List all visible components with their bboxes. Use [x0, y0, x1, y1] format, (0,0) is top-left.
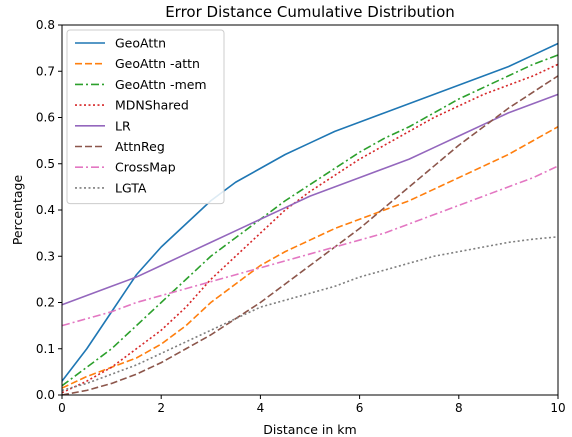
x-tick-label: 4	[257, 401, 265, 415]
series-line-8	[61, 236, 559, 392]
series-line-2	[61, 126, 559, 389]
x-tick-label: 2	[157, 401, 165, 415]
legend-label: GeoAttn -mem	[115, 77, 207, 92]
legend-label: GeoAttn -attn	[115, 56, 200, 71]
legend-box	[66, 29, 225, 205]
y-axis-label: Percentage	[10, 175, 25, 246]
series-line-5	[61, 93, 559, 306]
legend-label: LR	[115, 118, 131, 133]
y-tick-label: 0.4	[36, 203, 55, 217]
series-line-3	[61, 54, 559, 387]
legend-label: MDNShared	[115, 98, 189, 113]
legend: GeoAttn GeoAttn -attn GeoAttn -mem MDNShare…	[66, 29, 225, 205]
series-line-4	[61, 63, 559, 394]
x-axis-label: Distance in km	[263, 422, 356, 437]
legend-label: GeoAttn	[115, 36, 166, 51]
series-line-7	[61, 165, 559, 327]
series-layer	[61, 42, 559, 396]
x-axis: 0 2 4 6 8 10	[58, 395, 566, 415]
y-tick-label: 0.5	[36, 157, 55, 171]
legend-label: CrossMap	[115, 160, 176, 175]
y-tick-label: 0.3	[36, 249, 55, 263]
legend-label: LGTA	[115, 180, 147, 195]
y-tick-label: 0.1	[36, 342, 55, 356]
legend-label: AttnReg	[115, 139, 165, 154]
y-tick-label: 0.6	[36, 111, 55, 125]
x-tick-label: 6	[356, 401, 364, 415]
y-tick-label: 0.7	[36, 64, 55, 78]
x-tick-label: 0	[58, 401, 66, 415]
x-tick-label: 10	[550, 401, 565, 415]
series-line-1	[61, 42, 559, 382]
series-line-6	[61, 75, 559, 396]
y-tick-label: 0.8	[36, 18, 55, 32]
chart-title: Error Distance Cumulative Distribution	[165, 3, 455, 21]
x-tick-label: 8	[455, 401, 463, 415]
y-axis: 0.0 0.1 0.2 0.3 0.4 0.5 0.6 0.7 0.8	[36, 18, 62, 402]
y-tick-label: 0.0	[36, 388, 55, 402]
y-tick-label: 0.2	[36, 296, 55, 310]
